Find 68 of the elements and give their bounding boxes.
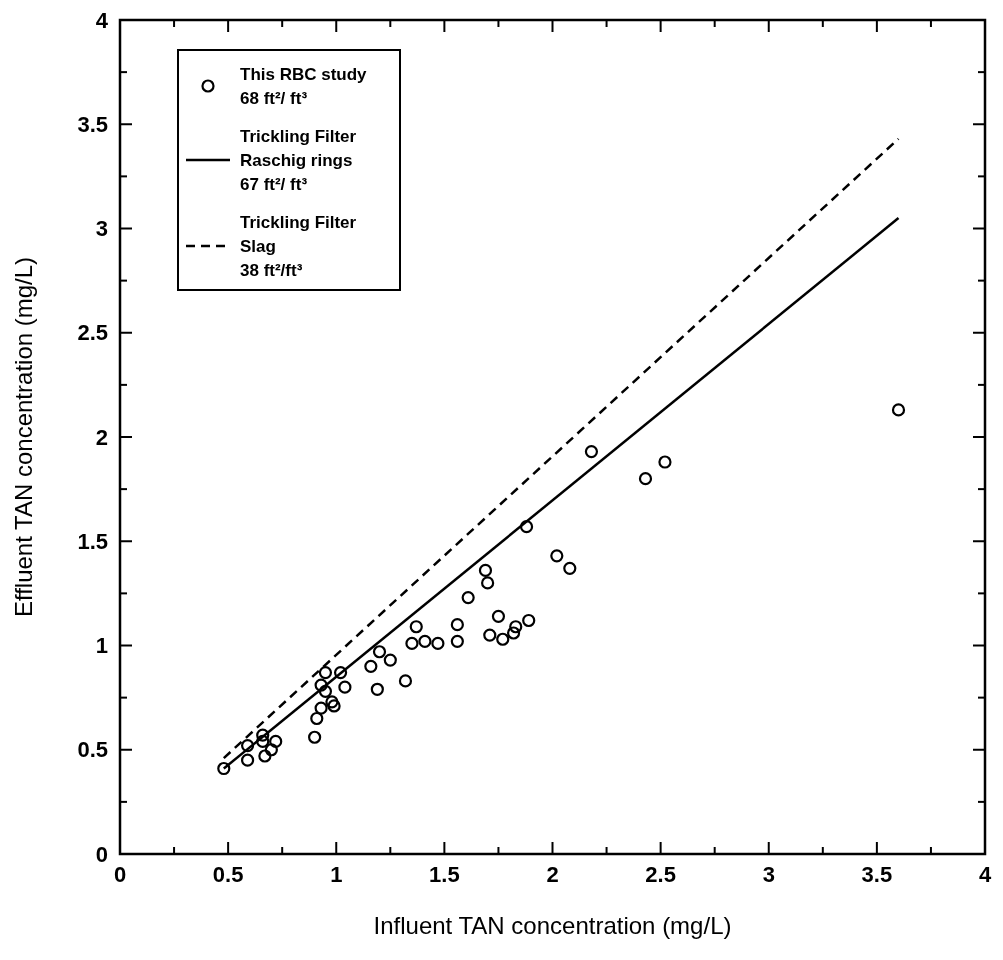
point	[264, 743, 278, 757]
y-tick-label: 3.5	[77, 111, 108, 137]
x-tick-label: 2.5	[645, 862, 676, 887]
y-tick-label: 3	[95, 216, 108, 242]
point	[491, 609, 506, 623]
point	[333, 666, 348, 680]
y-tick-label: 4	[95, 7, 109, 33]
point	[522, 613, 536, 628]
point	[308, 730, 322, 744]
y-tick-label: 2	[95, 424, 108, 450]
point	[269, 734, 283, 749]
x-tick-label: 0.5	[212, 862, 244, 887]
point	[256, 728, 270, 742]
y-tick-label: 0	[95, 841, 108, 867]
legend-label: Trickling Filter Slag 38 ft²/ft³	[240, 213, 357, 280]
y-tick-label: 2.5	[77, 320, 108, 346]
point	[258, 749, 272, 763]
x-axis-title: Influent TAN concentration (mg/L)	[373, 912, 732, 939]
point	[431, 636, 445, 651]
legend-label: This RBC study 68 ft²/ ft³	[240, 65, 368, 108]
point	[658, 455, 672, 469]
point	[450, 618, 464, 632]
y-axis-title: Effluent TAN concentration (mg/L)	[10, 256, 37, 618]
x-tick-label: 3	[762, 862, 775, 887]
point	[217, 761, 231, 776]
x-tick-label: 1	[330, 862, 343, 887]
point	[519, 520, 534, 534]
point	[418, 634, 432, 648]
point	[891, 403, 906, 417]
point	[314, 701, 328, 715]
x-tick-label: 3.5	[861, 862, 893, 887]
x-tick-label: 0	[113, 862, 127, 887]
point	[509, 620, 523, 634]
point	[256, 734, 270, 749]
y-tick-label: 1	[95, 633, 108, 659]
legend-label: Trickling Filter Raschig rings 67 ft²/ ft³	[240, 127, 357, 194]
point	[496, 632, 510, 646]
point	[550, 549, 564, 563]
point	[314, 678, 328, 692]
point	[318, 666, 333, 680]
point	[364, 659, 378, 673]
point	[310, 711, 324, 726]
point	[372, 645, 387, 659]
point	[483, 628, 497, 642]
x-tick-label: 1.5	[429, 862, 460, 887]
point	[338, 680, 352, 694]
point	[506, 626, 521, 640]
point	[325, 695, 339, 709]
point	[450, 634, 464, 648]
point	[240, 738, 255, 753]
point	[327, 699, 341, 713]
point	[409, 620, 423, 634]
point	[370, 682, 384, 696]
point	[638, 472, 653, 486]
point	[398, 674, 413, 688]
point	[478, 563, 493, 578]
x-tick-label: 4	[978, 862, 992, 887]
point	[563, 561, 577, 575]
point	[461, 590, 475, 605]
point	[405, 636, 419, 651]
point	[383, 653, 397, 667]
y-tick-label: 0.5	[77, 737, 108, 763]
point	[240, 753, 255, 767]
point	[318, 684, 333, 698]
point	[584, 445, 599, 459]
x-tick-label: 2	[546, 862, 559, 887]
y-tick-label: 1.5	[77, 528, 108, 554]
point	[481, 576, 495, 590]
